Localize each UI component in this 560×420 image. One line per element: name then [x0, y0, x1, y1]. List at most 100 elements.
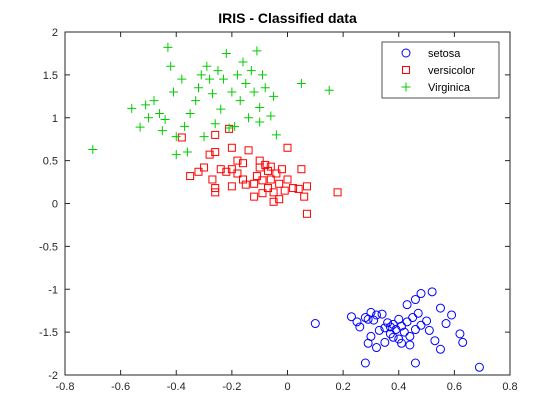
- data-point: [249, 87, 259, 97]
- data-point: [401, 82, 411, 92]
- data-point: [401, 48, 411, 58]
- y-tick-label: -2: [48, 370, 58, 382]
- data-point: [264, 184, 273, 193]
- y-tick-label: -0.5: [39, 241, 58, 253]
- data-point: [143, 113, 153, 123]
- x-tick-label: 0.4: [391, 381, 406, 393]
- data-point: [255, 163, 264, 172]
- data-point: [269, 188, 278, 197]
- data-point: [405, 340, 415, 350]
- data-point: [252, 46, 262, 56]
- data-point: [435, 344, 445, 354]
- data-point: [271, 130, 281, 140]
- data-point: [410, 325, 420, 335]
- data-point: [352, 317, 362, 327]
- data-point: [239, 175, 247, 184]
- data-point: [380, 337, 390, 347]
- data-point: [324, 85, 334, 95]
- data-point: [413, 308, 423, 318]
- data-point: [250, 179, 259, 188]
- data-point: [455, 329, 465, 339]
- data-point: [405, 331, 415, 341]
- data-point: [194, 167, 203, 176]
- data-point: [388, 332, 398, 342]
- data-point: [207, 89, 217, 99]
- y-tick-label: 1: [52, 113, 58, 125]
- data-point: [360, 358, 370, 368]
- data-point: [255, 102, 265, 112]
- data-point: [166, 61, 176, 71]
- data-point: [360, 313, 370, 323]
- data-point: [355, 322, 365, 332]
- data-point: [213, 66, 223, 76]
- data-point: [275, 195, 284, 204]
- data-point: [264, 166, 273, 175]
- data-point: [297, 165, 306, 174]
- data-point: [227, 165, 236, 174]
- axes: -0.8 -0.6 -0.4 -0.2 0 0.2 0.4 0.6 0.8 -2 -1.5 -1 -0.…: [39, 27, 518, 393]
- data-point: [402, 66, 410, 74]
- data-point: [232, 70, 242, 80]
- data-point: [280, 186, 289, 195]
- data-point: [374, 325, 384, 335]
- data-point: [194, 83, 203, 93]
- legend-label: versicolor: [428, 65, 475, 77]
- data-point: [416, 289, 426, 299]
- data-point: [155, 108, 165, 118]
- data-point: [241, 78, 251, 88]
- data-point: [216, 165, 225, 174]
- x-tick-label: -0.4: [167, 381, 186, 393]
- y-tick-label: -1: [48, 284, 58, 296]
- data-point: [88, 144, 98, 154]
- data-point: [385, 322, 395, 332]
- data-point: [244, 146, 253, 155]
- data-point: [168, 87, 178, 97]
- data-point: [380, 323, 390, 333]
- data-point: [219, 74, 229, 84]
- data-point: [458, 337, 468, 347]
- y-tick-label: -1.5: [39, 327, 58, 339]
- data-point: [296, 78, 306, 88]
- data-point: [160, 114, 170, 124]
- legend-entry-virginica: Virginica: [401, 82, 471, 94]
- data-point: [258, 189, 267, 198]
- data-point: [372, 310, 381, 320]
- x-tick-label: -0.6: [111, 381, 130, 393]
- data-point: [366, 307, 376, 317]
- legend-entry-setosa: setosa: [401, 48, 461, 60]
- data-point: [266, 175, 275, 184]
- y-tick-label: 0: [52, 199, 58, 211]
- data-point: [266, 111, 276, 121]
- data-point: [202, 61, 212, 71]
- legend-box: [381, 41, 500, 99]
- data-point: [346, 312, 356, 322]
- data-point: [224, 123, 234, 133]
- data-point: [310, 319, 320, 329]
- y-tick-label: 0.5: [43, 156, 58, 168]
- data-point: [435, 303, 445, 313]
- data-point: [177, 133, 186, 142]
- data-point: [302, 182, 311, 191]
- data-point: [447, 310, 457, 320]
- data-point: [252, 172, 261, 181]
- data-point: [300, 192, 309, 201]
- data-point: [211, 130, 220, 139]
- data-point: [127, 103, 137, 113]
- data-point: [269, 91, 279, 101]
- data-point: [266, 162, 275, 171]
- data-point: [186, 172, 195, 181]
- data-point: [372, 343, 381, 353]
- data-point: [235, 96, 245, 106]
- data-point: [430, 336, 440, 346]
- data-point: [410, 358, 420, 368]
- data-point: [239, 159, 247, 168]
- data-point: [402, 300, 412, 310]
- chart-title: IRIS - Classified data: [218, 10, 357, 26]
- data-point: [191, 96, 201, 106]
- data-point: [177, 74, 187, 84]
- x-tick-label: 0: [284, 381, 290, 393]
- legend-label: Virginica: [428, 82, 471, 94]
- x-tick-label: 0.6: [447, 381, 462, 393]
- data-point: [258, 176, 267, 185]
